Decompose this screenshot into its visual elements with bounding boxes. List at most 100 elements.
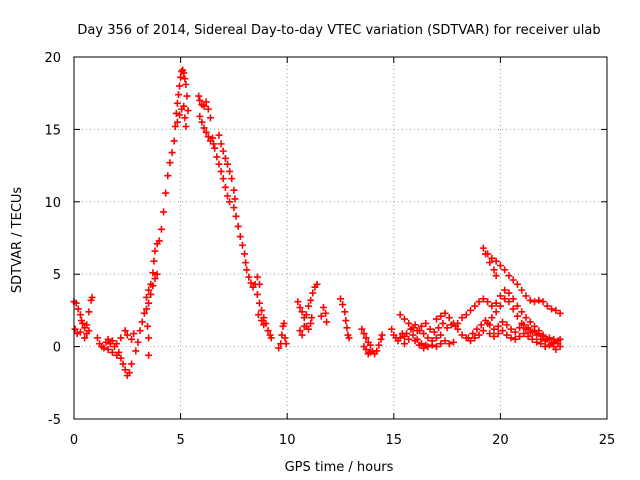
plot-frame xyxy=(73,56,608,420)
data-point-plus xyxy=(464,334,472,342)
data-point-plus xyxy=(282,340,290,348)
data-point-plus xyxy=(458,314,466,322)
y-tick-label: 10 xyxy=(44,196,61,211)
data-point-plus xyxy=(221,154,229,162)
data-point-plus xyxy=(125,369,133,377)
data-point-plus xyxy=(180,69,188,77)
data-point-plus xyxy=(217,140,225,148)
data-point-plus xyxy=(492,299,500,307)
data-point-plus xyxy=(181,114,189,122)
data-point-plus xyxy=(206,114,214,122)
data-point-plus xyxy=(281,334,289,342)
data-point-plus xyxy=(264,327,272,335)
data-point-plus xyxy=(550,338,558,346)
data-point-plus xyxy=(302,311,310,319)
data-point-plus xyxy=(108,337,116,345)
data-point-plus xyxy=(342,317,350,325)
data-point-plus xyxy=(422,319,430,327)
data-point-plus xyxy=(403,330,411,338)
data-point-plus xyxy=(234,222,242,230)
data-point-plus xyxy=(142,305,150,313)
data-point-plus xyxy=(217,167,225,175)
data-point-plus xyxy=(490,266,498,274)
data-point-plus xyxy=(539,298,547,306)
data-point-plus xyxy=(522,292,530,300)
data-point-plus xyxy=(437,340,445,348)
data-point-plus xyxy=(172,109,180,117)
data-point-plus xyxy=(196,96,204,104)
data-point-plus xyxy=(501,295,509,303)
data-point-plus xyxy=(204,133,212,141)
data-point-plus xyxy=(520,321,528,329)
data-point-plus xyxy=(242,259,250,267)
data-point-plus xyxy=(202,98,210,106)
data-point-plus xyxy=(556,335,564,343)
data-point-plus xyxy=(541,343,549,351)
data-point-plus xyxy=(83,321,91,329)
data-point-plus xyxy=(260,321,268,329)
data-point-plus xyxy=(513,312,521,320)
data-point-plus xyxy=(319,304,327,312)
data-point-plus xyxy=(226,198,234,206)
data-point-plus xyxy=(556,343,564,351)
data-point-plus xyxy=(467,306,475,314)
data-point-plus xyxy=(224,160,232,168)
data-point-plus xyxy=(339,301,347,309)
data-point-plus xyxy=(150,257,158,265)
data-point-plus xyxy=(231,195,239,203)
data-point-plus xyxy=(173,118,181,126)
data-point-plus xyxy=(170,137,178,145)
data-point-plus xyxy=(258,306,266,314)
data-point-plus xyxy=(522,314,530,322)
data-point-plus xyxy=(236,233,244,241)
data-point-plus xyxy=(507,325,515,333)
data-point-plus xyxy=(180,102,188,110)
data-point-plus xyxy=(492,257,500,265)
data-point-plus xyxy=(437,331,445,339)
data-point-plus xyxy=(73,330,81,338)
data-point-plus xyxy=(134,338,142,346)
data-point-plus xyxy=(213,153,221,161)
data-point-plus xyxy=(445,314,453,322)
data-point-plus xyxy=(93,334,101,342)
data-point-plus xyxy=(469,330,477,338)
data-point-plus xyxy=(298,331,306,339)
x-tick-label: 25 xyxy=(599,433,616,448)
data-point-plus xyxy=(108,348,116,356)
data-point-plus xyxy=(128,360,136,368)
data-point-plus xyxy=(145,351,153,359)
data-point-plus xyxy=(119,360,127,368)
data-point-plus xyxy=(477,321,485,329)
data-point-plus xyxy=(155,237,163,245)
data-point-plus xyxy=(117,354,125,362)
data-point-plus xyxy=(441,309,449,317)
data-point-plus xyxy=(494,322,502,330)
data-point-plus xyxy=(151,275,159,283)
data-point-plus xyxy=(520,330,528,338)
data-point-plus xyxy=(496,292,504,300)
data-point-plus xyxy=(524,324,532,332)
data-point-plus xyxy=(142,293,150,301)
data-point-plus xyxy=(230,204,238,212)
data-point-plus xyxy=(267,334,275,342)
data-point-plus xyxy=(445,340,453,348)
data-point-plus xyxy=(496,262,504,270)
data-point-plus xyxy=(479,244,487,252)
data-point-plus xyxy=(488,314,496,322)
data-point-plus xyxy=(388,325,396,333)
data-point-plus xyxy=(405,335,413,343)
data-point-plus xyxy=(556,309,564,317)
data-point-plus xyxy=(275,344,283,352)
data-point-plus xyxy=(545,341,553,349)
data-point-plus xyxy=(280,319,288,327)
data-point-plus xyxy=(552,345,560,353)
data-point-plus xyxy=(145,334,153,342)
data-point-plus xyxy=(204,105,212,113)
data-point-plus xyxy=(121,366,129,374)
data-point-plus xyxy=(174,91,182,99)
data-point-plus xyxy=(524,332,532,340)
data-point-plus xyxy=(243,266,251,274)
data-point-plus xyxy=(241,250,249,258)
data-point-plus xyxy=(128,335,136,343)
data-point-plus xyxy=(313,280,321,288)
